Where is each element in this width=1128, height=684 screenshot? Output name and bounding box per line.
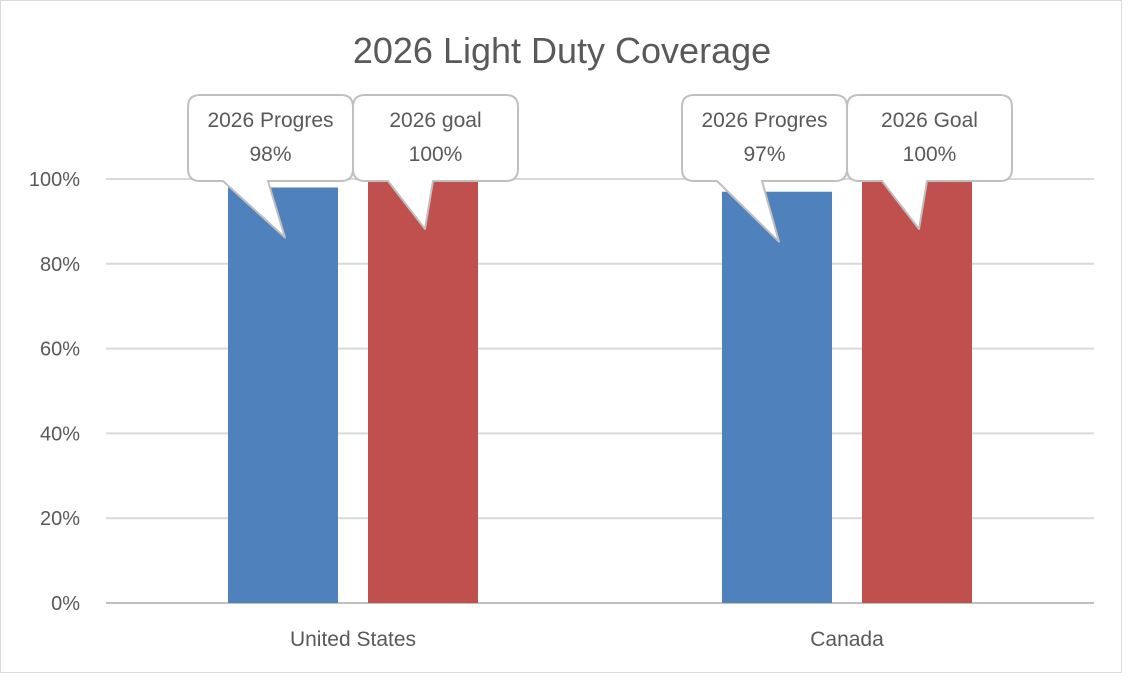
data-label: 100% [903,143,957,166]
data-callouts: 2026 Progres 98% 2026 goal 100% 2026 Progres… [187,94,1013,243]
y-tick-label: 20% [40,508,80,530]
bar [228,187,338,604]
bar [368,179,478,603]
bar [722,191,832,603]
y-tick-label: 0% [51,593,80,615]
y-tick-label: 40% [40,423,80,445]
data-label: 2026 Goal [881,109,978,132]
callout-bubble [352,94,519,230]
data-callout: 2026 Goal 100% [846,94,1013,230]
data-label: 2026 Progres [701,109,827,132]
x-tick-label: Canada [810,628,884,651]
callout-bubble [846,94,1013,230]
chart-title: 2026 Light Duty Coverage [353,30,771,71]
x-tick-label: United States [290,628,416,651]
data-callout: 2026 Progres 98% [187,94,354,239]
data-label: 100% [409,143,463,166]
callout-bubble [187,94,354,239]
data-label: 98% [249,143,291,166]
y-tick-label: 60% [40,339,80,361]
data-callout: 2026 goal 100% [352,94,519,230]
bar [862,179,972,603]
data-label: 2026 goal [389,109,481,132]
callout-bubble [681,94,848,243]
x-axis-ticks: United States Canada [290,628,884,651]
y-axis-ticks: 0% 20% 40% 60% 80% 100% [29,169,80,615]
y-tick-label: 80% [40,254,80,276]
data-callout: 2026 Progres 97% [681,94,848,243]
bars [228,179,972,604]
y-tick-label: 100% [29,169,80,191]
data-label: 97% [743,143,785,166]
data-label: 2026 Progres [207,109,333,132]
